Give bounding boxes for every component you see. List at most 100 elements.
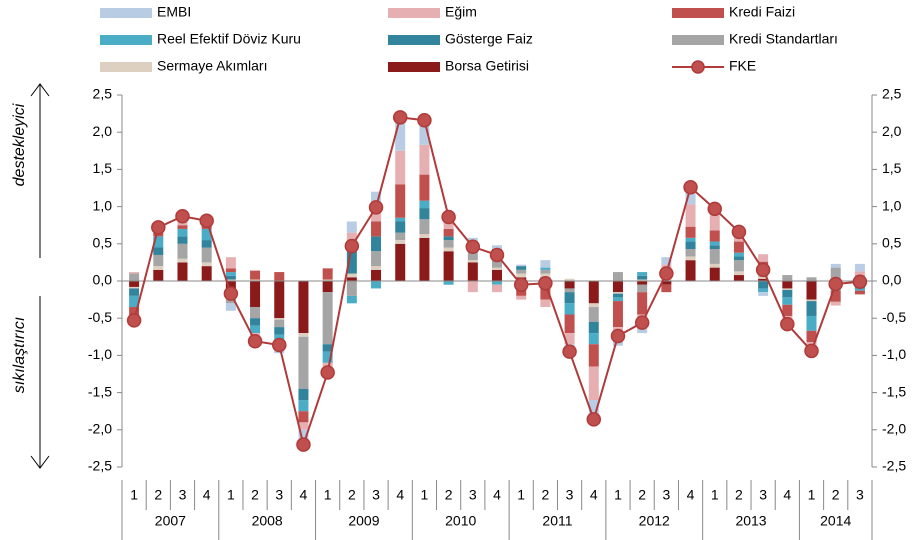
bar-segment <box>322 281 333 293</box>
x-tick-label: 1 <box>711 487 719 503</box>
x-tick-label: 3 <box>179 487 187 503</box>
bar-segment <box>371 191 382 207</box>
x-tick-label: 4 <box>203 487 211 503</box>
y2-tick-label: -1,5 <box>882 383 906 399</box>
bar-segment <box>250 318 261 326</box>
line-marker <box>489 247 505 263</box>
legend-swatch <box>100 35 152 45</box>
bar-segment <box>685 249 696 257</box>
legend-label: FKE <box>729 58 756 74</box>
y-tick-label: 2,5 <box>93 86 113 102</box>
line-marker <box>320 365 335 380</box>
bar-segment <box>371 236 382 252</box>
bar-segment <box>250 270 261 280</box>
bar-segment <box>806 330 817 343</box>
bar-segment <box>250 281 261 308</box>
legend-swatch <box>388 8 440 18</box>
bar-segment <box>709 230 720 242</box>
bar-segment <box>274 272 285 281</box>
x-tick-label: 1 <box>614 487 622 503</box>
bar-segment <box>588 366 599 401</box>
bar-segment <box>564 281 575 289</box>
year-label: 2013 <box>735 513 766 529</box>
bar-segment <box>516 273 527 278</box>
bar-segment <box>467 281 478 293</box>
legend-label: Kredi Faizi <box>729 4 795 20</box>
bar-segment <box>443 236 454 241</box>
annotation: sıkılaştırıcı <box>11 317 28 393</box>
bar-segment <box>177 243 188 259</box>
bar-segment <box>274 319 285 328</box>
bar-segment <box>153 247 164 255</box>
bar-segment <box>709 241 720 246</box>
x-tick-label: 2 <box>348 487 356 503</box>
x-tick-label: 2 <box>251 487 259 503</box>
bar-segment <box>346 295 357 304</box>
year-label: 2012 <box>639 513 670 529</box>
line-marker <box>296 437 311 452</box>
y2-tick-label: -2,5 <box>882 458 906 474</box>
bar-segment <box>564 292 575 304</box>
line-marker <box>683 180 698 195</box>
bar-segment <box>395 221 406 233</box>
bar-segment <box>540 260 551 268</box>
y-tick-label: 2,0 <box>93 123 113 139</box>
legend-label: Kredi Standartları <box>729 31 838 47</box>
bar-segment <box>830 290 841 302</box>
line-marker <box>586 412 602 427</box>
line-marker <box>562 344 577 359</box>
bar-segment <box>395 150 406 185</box>
x-tick-label: 4 <box>590 487 598 503</box>
annotation: destekleyici <box>11 103 28 186</box>
bar-segment <box>782 289 793 298</box>
bar-segment <box>709 215 720 231</box>
legend-label: Reel Efektif Döviz Kuru <box>157 31 301 47</box>
legend-swatch <box>672 8 724 18</box>
line-marker <box>755 262 771 278</box>
bar-segment <box>709 263 720 268</box>
bar-segment <box>830 263 841 268</box>
bar-segment <box>419 208 430 220</box>
bar-segment <box>201 228 212 241</box>
bar-segment <box>443 251 454 281</box>
bar-segment <box>371 251 382 267</box>
bar-segment <box>733 260 744 272</box>
line-marker <box>804 343 819 359</box>
bar-segment <box>395 121 406 151</box>
y-tick-label: -2,5 <box>88 458 112 474</box>
y2-tick-label: -1,0 <box>882 346 906 362</box>
bar-segment <box>709 245 720 250</box>
line-marker <box>344 238 360 254</box>
bar-segment <box>153 254 164 267</box>
bar-segment <box>298 422 309 430</box>
line-marker <box>392 110 408 125</box>
bar-segment <box>492 245 502 250</box>
bar-segment <box>588 333 599 345</box>
bar-segment <box>564 333 575 345</box>
line-marker <box>272 337 287 353</box>
x-tick-label: 4 <box>687 487 695 503</box>
bar-segment <box>419 174 430 201</box>
y2-tick-label: 0,0 <box>882 272 902 288</box>
bar-segment <box>685 226 696 238</box>
bar-segment <box>637 275 648 280</box>
y2-tick-label: 0,5 <box>882 235 902 251</box>
x-tick-label: 2 <box>638 487 646 503</box>
bar-segment <box>225 303 236 311</box>
bar-segment <box>492 281 502 285</box>
bar-segment <box>274 318 285 320</box>
bar-segment <box>733 256 744 261</box>
bar-segment <box>443 240 454 248</box>
bar-segment <box>346 221 357 233</box>
bar-segment <box>250 325 261 334</box>
bar-segment <box>322 362 333 367</box>
bar-segment <box>854 288 865 291</box>
bar-segment <box>588 303 599 308</box>
bar-segment <box>709 249 720 264</box>
bar-segment <box>129 272 140 274</box>
bar-segment <box>419 200 430 209</box>
bar-segment <box>250 279 261 281</box>
bar-segment <box>854 271 865 276</box>
y-tick-label: 1,0 <box>93 197 113 213</box>
bar-segment <box>612 293 623 298</box>
